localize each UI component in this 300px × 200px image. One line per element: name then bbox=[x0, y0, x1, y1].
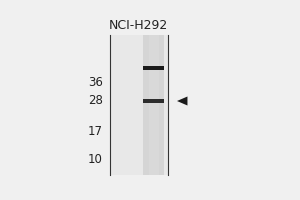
Bar bbox=[110, 35, 168, 175]
Text: 10: 10 bbox=[88, 153, 103, 166]
Bar bbox=[143, 35, 164, 175]
Text: 28: 28 bbox=[88, 95, 103, 108]
Text: NCI-H292: NCI-H292 bbox=[109, 19, 168, 32]
Text: 36: 36 bbox=[88, 76, 103, 89]
Bar bbox=[143, 99, 164, 103]
Bar bbox=[148, 35, 159, 175]
Bar bbox=[143, 66, 164, 70]
Text: 17: 17 bbox=[88, 125, 103, 138]
Polygon shape bbox=[177, 96, 188, 106]
